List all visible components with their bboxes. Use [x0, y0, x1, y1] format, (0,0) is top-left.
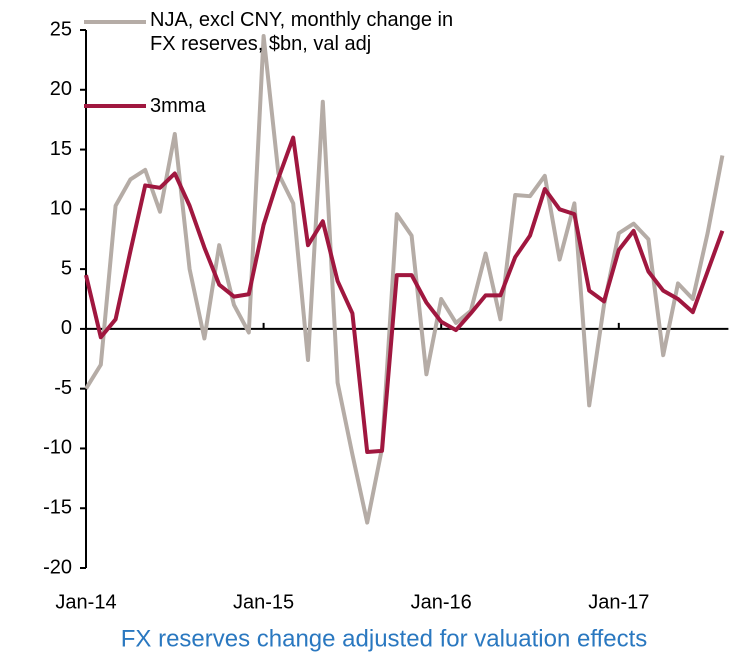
x-tick-label: Jan-17: [588, 591, 649, 613]
y-tick-label: 25: [50, 18, 72, 40]
y-tick-label: 20: [50, 78, 72, 100]
y-tick-label: -10: [43, 437, 72, 459]
y-tick-label: -5: [54, 377, 72, 399]
legend-label: NJA, excl CNY, monthly change in FX rese…: [150, 9, 454, 55]
y-tick-label: -20: [43, 556, 72, 578]
y-tick-label: 0: [61, 317, 72, 339]
series-line: [84, 33, 725, 525]
y-tick-label: 15: [50, 138, 72, 160]
x-tick-label: Jan-14: [55, 591, 116, 613]
x-tick-label: Jan-16: [411, 591, 472, 613]
y-tick-label: 10: [50, 198, 72, 220]
chart-title: FX reserves change adjusted for valuatio…: [121, 625, 648, 652]
y-tick-label: -15: [43, 497, 72, 519]
x-tick-label: Jan-15: [233, 591, 294, 613]
series-line: [84, 135, 725, 455]
y-tick-label: 5: [61, 257, 72, 279]
legend-label: 3mma: [150, 95, 206, 117]
